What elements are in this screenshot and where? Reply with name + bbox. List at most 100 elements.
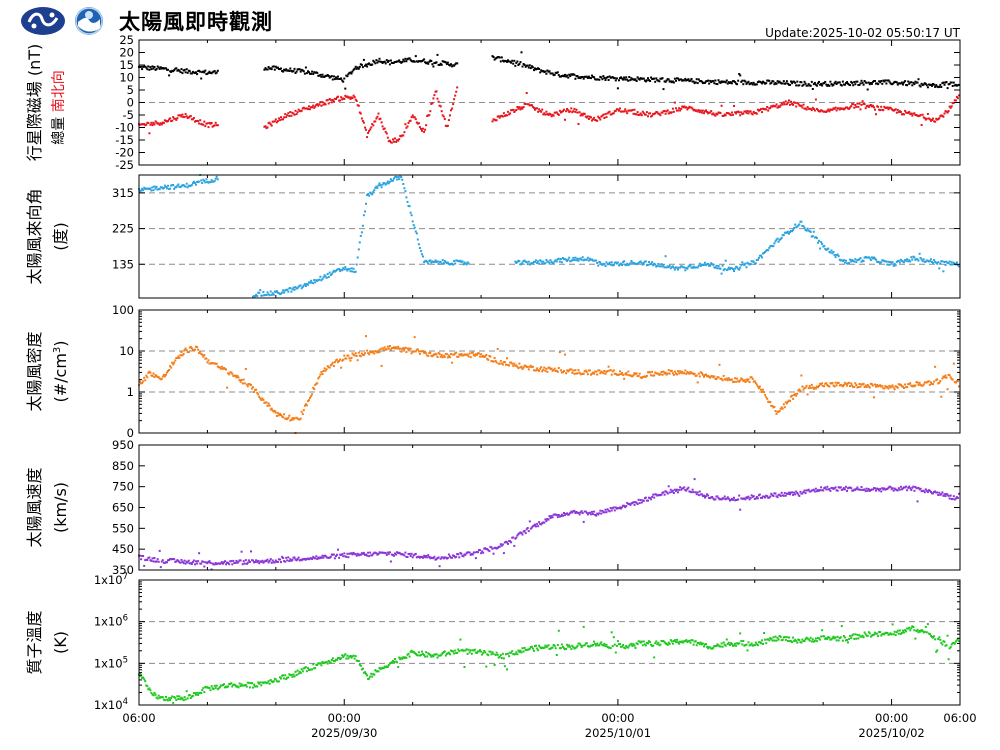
data-point <box>574 110 577 113</box>
data-point <box>173 361 176 364</box>
data-point <box>264 67 267 70</box>
data-point <box>639 499 642 501</box>
data-point <box>163 561 166 564</box>
data-point <box>875 385 877 388</box>
data-point <box>170 558 173 561</box>
x-axis: 06:00 00:002025/09/3000:002025/10/0100:00… <box>122 711 976 740</box>
data-point <box>782 101 785 104</box>
data-point <box>297 108 300 111</box>
data-point <box>349 97 352 100</box>
data-point <box>769 106 772 109</box>
data-point <box>534 260 536 263</box>
data-point <box>195 693 197 696</box>
data-point <box>730 497 733 500</box>
data-point <box>567 109 570 112</box>
data-point <box>282 118 285 121</box>
data-point <box>181 697 184 700</box>
data-point <box>717 376 720 379</box>
data-point <box>394 61 396 63</box>
data-point <box>557 514 560 516</box>
data-point <box>601 509 604 512</box>
data-point <box>384 62 387 65</box>
data-point <box>183 696 186 699</box>
data-point <box>451 65 454 68</box>
data-point <box>924 82 927 85</box>
data-point <box>559 647 562 650</box>
data-point <box>421 129 423 132</box>
data-point <box>554 513 557 516</box>
data-point <box>714 114 717 117</box>
data-point <box>375 185 378 188</box>
data-point <box>467 262 470 265</box>
data-point <box>641 644 644 647</box>
data-point <box>709 264 712 267</box>
data-point <box>595 78 598 81</box>
data-point <box>866 384 869 386</box>
data-point <box>599 372 602 375</box>
data-point <box>455 555 458 558</box>
data-point <box>793 491 796 494</box>
data-point <box>536 107 539 110</box>
data-point <box>337 75 339 78</box>
data-point <box>395 140 398 143</box>
data-point <box>533 106 535 109</box>
data-point <box>705 495 707 498</box>
data-point <box>456 62 459 65</box>
data-point <box>327 102 330 105</box>
data-point <box>396 178 399 181</box>
data-point <box>369 675 372 678</box>
data-point <box>295 674 298 676</box>
data-point <box>588 76 591 79</box>
data-point <box>195 120 197 122</box>
data-point <box>407 122 410 124</box>
data-point <box>744 110 747 113</box>
data-point <box>796 641 799 644</box>
data-point <box>928 118 931 121</box>
data-point <box>586 513 589 516</box>
data-point <box>557 367 560 369</box>
data-point <box>337 361 339 364</box>
data-point <box>386 666 389 668</box>
data-point <box>216 178 219 181</box>
data-point <box>440 653 443 656</box>
data-point <box>295 559 298 562</box>
data-point <box>625 645 628 647</box>
data-point <box>847 107 849 110</box>
data-point <box>365 672 367 675</box>
data-point <box>218 686 221 689</box>
data-point <box>713 266 716 269</box>
data-point <box>409 211 412 214</box>
data-point <box>321 554 324 557</box>
data-point <box>734 267 737 270</box>
data-point <box>849 385 852 387</box>
data-point <box>338 268 341 270</box>
data-point <box>551 72 554 75</box>
data-point <box>773 639 776 642</box>
data-point <box>913 112 916 115</box>
data-point <box>920 258 923 261</box>
data-point <box>523 102 526 105</box>
data-point <box>187 351 190 354</box>
data-point <box>671 107 674 110</box>
data-point <box>387 182 390 185</box>
data-point <box>311 70 314 73</box>
data-point <box>405 196 408 199</box>
data-point <box>711 375 714 378</box>
data-point <box>456 651 459 654</box>
data-point <box>626 262 629 265</box>
data-point <box>294 558 297 561</box>
data-point <box>154 187 157 190</box>
data-point <box>474 557 477 560</box>
data-point <box>821 629 824 632</box>
data-point <box>814 637 817 640</box>
data-point <box>580 510 583 513</box>
data-point <box>536 367 539 370</box>
data-point <box>879 81 882 84</box>
data-point <box>500 114 503 117</box>
data-point <box>457 553 460 556</box>
data-point <box>365 63 367 66</box>
data-point <box>293 675 296 678</box>
data-point <box>464 353 467 356</box>
data-point <box>292 112 295 115</box>
data-point <box>566 108 569 110</box>
